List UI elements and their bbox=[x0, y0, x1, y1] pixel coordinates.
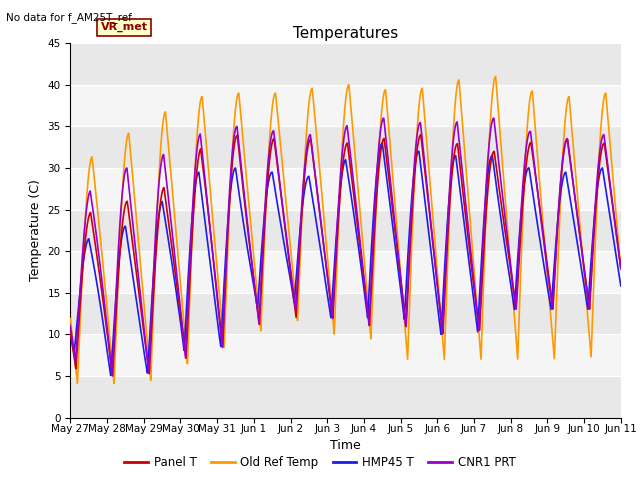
Panel T bbox=[417, 132, 424, 138]
HMP45 T bbox=[166, 244, 173, 250]
Old Ref Temp bbox=[469, 253, 477, 259]
HMP45 T bbox=[616, 280, 624, 286]
Title: Temperatures: Temperatures bbox=[293, 25, 398, 41]
Bar bbox=[70, 251, 621, 293]
Bar bbox=[70, 335, 621, 376]
Panel T bbox=[67, 329, 74, 335]
Panel T bbox=[325, 286, 333, 292]
Line: CNR1 PRT: CNR1 PRT bbox=[70, 118, 621, 376]
Old Ref Temp bbox=[500, 185, 508, 191]
Panel T bbox=[616, 261, 624, 267]
Old Ref Temp bbox=[325, 274, 333, 279]
Bar bbox=[70, 168, 621, 210]
CNR1 PRT bbox=[490, 115, 497, 121]
Old Ref Temp bbox=[492, 73, 499, 79]
Old Ref Temp bbox=[438, 334, 446, 340]
Text: No data for f_AM25T_ref: No data for f_AM25T_ref bbox=[6, 12, 132, 23]
Panel T bbox=[500, 223, 508, 229]
HMP45 T bbox=[500, 240, 508, 246]
HMP45 T bbox=[107, 372, 115, 378]
Text: VR_met: VR_met bbox=[100, 22, 148, 32]
Panel T bbox=[109, 373, 116, 379]
Old Ref Temp bbox=[74, 381, 81, 386]
CNR1 PRT bbox=[166, 204, 173, 210]
HMP45 T bbox=[67, 332, 74, 337]
Panel T bbox=[617, 265, 625, 271]
X-axis label: Time: Time bbox=[330, 439, 361, 453]
Legend: Panel T, Old Ref Temp, HMP45 T, CNR1 PRT: Panel T, Old Ref Temp, HMP45 T, CNR1 PRT bbox=[120, 452, 520, 474]
CNR1 PRT bbox=[500, 208, 508, 214]
Old Ref Temp bbox=[166, 154, 173, 159]
Y-axis label: Temperature (C): Temperature (C) bbox=[29, 180, 42, 281]
CNR1 PRT bbox=[469, 271, 477, 276]
HMP45 T bbox=[617, 283, 625, 289]
HMP45 T bbox=[378, 140, 386, 146]
CNR1 PRT bbox=[325, 288, 333, 293]
HMP45 T bbox=[469, 293, 477, 299]
Line: Old Ref Temp: Old Ref Temp bbox=[70, 76, 621, 384]
Panel T bbox=[439, 330, 447, 336]
Line: HMP45 T: HMP45 T bbox=[70, 143, 621, 375]
Old Ref Temp bbox=[616, 261, 624, 266]
Old Ref Temp bbox=[617, 266, 625, 272]
Line: Panel T: Panel T bbox=[70, 135, 621, 376]
CNR1 PRT bbox=[67, 324, 74, 329]
Old Ref Temp bbox=[67, 315, 74, 321]
Panel T bbox=[469, 278, 477, 284]
HMP45 T bbox=[325, 303, 333, 309]
CNR1 PRT bbox=[438, 331, 446, 336]
HMP45 T bbox=[439, 301, 447, 307]
CNR1 PRT bbox=[616, 262, 624, 267]
Panel T bbox=[166, 226, 173, 231]
Bar bbox=[70, 85, 621, 126]
CNR1 PRT bbox=[617, 266, 625, 272]
CNR1 PRT bbox=[108, 373, 116, 379]
